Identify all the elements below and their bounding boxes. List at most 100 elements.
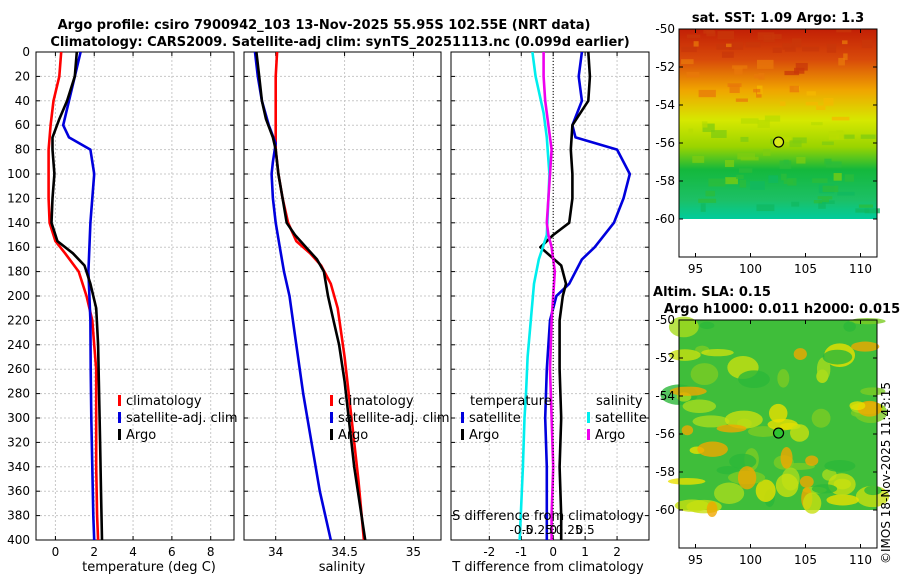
legend-label: Argo — [595, 428, 625, 443]
sst-patch — [795, 62, 808, 71]
depth-tick-label: 180 — [7, 265, 30, 279]
sst-patch — [757, 32, 775, 40]
sla-eddy — [826, 494, 859, 506]
lat-tick-label: -58 — [655, 465, 675, 479]
legend-swatch — [118, 395, 121, 406]
sst-patch — [779, 101, 786, 106]
sla-eddy — [674, 499, 710, 512]
sst-patch — [794, 67, 805, 74]
depth-tick-label: 380 — [7, 509, 30, 523]
sla-eddy — [724, 410, 763, 429]
sst-patch — [754, 74, 762, 79]
sst-patch — [781, 173, 787, 181]
sst-patch — [812, 178, 828, 183]
sst-patch — [725, 177, 738, 185]
depth-tick-label: 60 — [15, 118, 30, 132]
lon-tick-label: 100 — [739, 262, 762, 276]
sla-eddy — [777, 369, 790, 388]
sst-patch — [817, 196, 833, 200]
depth-tick-label: 220 — [7, 313, 30, 327]
legend-swatch — [587, 412, 590, 423]
sst-patch — [789, 140, 802, 148]
sla-eddy — [729, 453, 757, 470]
series-line-s-argo — [542, 52, 557, 540]
legend-title-temperature: temperature — [470, 394, 552, 409]
sst-patch — [735, 98, 748, 102]
sst-patch — [753, 88, 761, 93]
sst-patch — [706, 30, 716, 37]
sla-eddy — [824, 459, 856, 472]
sla-eddy — [669, 386, 707, 396]
sst-patch — [738, 168, 753, 173]
sla-eddy — [769, 403, 788, 423]
depth-tick-label: 360 — [7, 484, 30, 498]
sla-eddy — [851, 341, 880, 352]
sst-patch — [705, 190, 716, 197]
sst-patch — [756, 204, 775, 212]
lat-tick-label: -60 — [655, 212, 675, 226]
x-tick-label: -2 — [483, 545, 495, 559]
legend-label: satellite-adj. clim — [126, 411, 238, 426]
lat-tick-label: -54 — [655, 389, 675, 403]
sst-patch — [686, 34, 701, 39]
depth-tick-label: 40 — [15, 94, 30, 108]
lat-tick-label: -56 — [655, 136, 675, 150]
sla-eddy — [690, 363, 719, 386]
x-tick-label: 2 — [90, 545, 98, 559]
sst-patch — [860, 134, 876, 139]
salinity-xlabel: salinity — [319, 560, 366, 575]
legend-label: satellite — [469, 411, 521, 426]
temperature-xlabel: temperature (deg C) — [82, 560, 216, 575]
sst-patch — [757, 119, 770, 129]
lon-tick-label: 95 — [688, 262, 703, 276]
sst-patch — [756, 59, 774, 69]
difference-xlabel: T difference from climatology — [451, 560, 644, 575]
depth-tick-label: 200 — [7, 289, 30, 303]
sst-patch — [822, 185, 839, 193]
sst-patch — [711, 130, 727, 138]
lat-tick-label: -54 — [655, 98, 675, 112]
series-line-climatology — [47, 52, 100, 540]
legend-label: satellite — [595, 411, 647, 426]
sst-patch — [844, 174, 854, 182]
sst-patch — [833, 173, 842, 181]
sst-patch — [693, 41, 699, 47]
sst-patch — [783, 159, 789, 166]
sst-patch — [688, 128, 694, 135]
x-tick-label: 6 — [168, 545, 176, 559]
legend-label: Argo — [126, 428, 156, 443]
sst-patch — [836, 29, 852, 33]
sst-patch — [784, 70, 800, 76]
salinity-panel: 34 34.5 35 climatology satellite-adj. clim Ar… — [243, 51, 450, 575]
lat-tick-label: -56 — [655, 427, 675, 441]
series-line-t-argo — [539, 52, 592, 540]
sla-eddy — [849, 401, 866, 411]
sst-patch — [716, 44, 734, 50]
sla-eddy — [706, 501, 718, 518]
lat-tick-label: -52 — [655, 60, 675, 74]
depth-tick-label: 300 — [7, 411, 30, 425]
sla-eddy — [681, 425, 694, 436]
sla-eddy — [699, 321, 715, 330]
x-tick-label: 4 — [129, 545, 137, 559]
sst-patch — [792, 137, 807, 144]
legend-swatch — [330, 429, 333, 440]
depth-tick-label: 260 — [7, 362, 30, 376]
lat-tick-label: -60 — [655, 503, 675, 517]
lon-tick-label: 105 — [794, 262, 817, 276]
argo-position-marker — [772, 136, 785, 148]
sla-eddy — [697, 441, 728, 457]
sla-eddy — [737, 466, 757, 490]
series-line-satellite-adj-clim — [61, 52, 96, 540]
sst-patch — [686, 71, 700, 78]
sla-eddy — [802, 492, 822, 514]
series-line-climatology — [274, 52, 366, 540]
s-tick-label: 0.5 — [576, 523, 595, 537]
depth-tick-label: 140 — [7, 216, 30, 230]
sst-patch — [783, 179, 793, 185]
sst-patch — [828, 131, 845, 140]
sla-map-title-line2: Argo h1000: 0.011 h2000: 0.015 — [664, 302, 900, 317]
legend-label: climatology — [126, 394, 202, 409]
sst-patch — [842, 40, 848, 45]
sst-patch — [826, 43, 837, 53]
